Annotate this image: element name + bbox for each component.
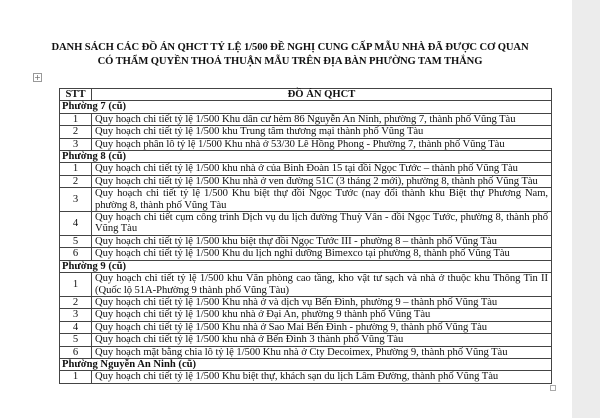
table-row: 3 Quy hoạch chi tiết tỷ lệ 1/500 khu nhà …	[59, 308, 552, 322]
row-stt: 2	[59, 125, 92, 139]
table-header-row: STT ĐỒ ÁN QHCT	[59, 87, 552, 102]
row-project: Quy hoạch mặt bằng chia lô tỷ lệ 1/500 K…	[91, 345, 552, 359]
table-row: 2 Quy hoạch chi tiết tỷ lệ 1/500 Khu nhà …	[59, 295, 552, 310]
row-project: Quy hoạch chi tiết tỷ lệ 1/500 khu Văn p…	[91, 272, 552, 297]
table-row: 5 Quy hoạch chi tiết tỷ lệ 1/500 khu biệt…	[59, 234, 552, 249]
row-project: Quy hoạch chi tiết tỷ lệ 1/500 khu nhà ở…	[91, 333, 552, 347]
table-row: 1 Quy hoạch chi tiết tỷ lệ 1/500 Khu dân …	[59, 112, 552, 127]
title-line-2: CÓ THẨM QUYỀN THOẢ THUẬN MẪU TRÊN ĐỊA BÀ…	[97, 56, 483, 67]
title-line-1: DANH SÁCH CÁC ĐỒ ÁN QHCT TỶ LỆ 1/500 ĐỀ …	[51, 42, 529, 53]
table-row: 2 Quy hoạch chi tiết tỷ lệ 1/500 Khu nhà …	[59, 174, 552, 189]
table-resize-handle[interactable]	[550, 385, 556, 391]
header-stt: STT	[59, 87, 92, 102]
row-stt: 1	[59, 370, 92, 384]
table-row: 2 Quy hoạch chi tiết tỷ lệ 1/500 khu Trun…	[59, 125, 552, 139]
group-row: Phường 9 (cũ)	[59, 259, 552, 274]
row-stt: 5	[59, 333, 92, 347]
table-row: 6 Quy hoạch chi tiết tỷ lệ 1/500 Khu du l…	[59, 247, 552, 261]
table-row: 4 Quy hoạch chi tiết cụm công trình Dịch …	[59, 211, 552, 236]
group-name: Phường 8 (cũ)	[59, 150, 552, 164]
group-name: Phường 9 (cũ)	[59, 259, 552, 274]
table-row: 1 Quy hoạch chi tiết tỷ lệ 1/500 khu nhà …	[59, 162, 552, 176]
group-name: Phường 7 (cũ)	[59, 100, 552, 114]
table-row: 3 Quy hoạch chi tiết tỷ lệ 1/500 Khu biệt…	[59, 187, 552, 213]
row-stt: 3	[59, 187, 92, 213]
row-project: Quy hoạch chi tiết tỷ lệ 1/500 Khu biệt …	[91, 370, 552, 384]
document-title: DANH SÁCH CÁC ĐỒ ÁN QHCT TỶ LỆ 1/500 ĐỀ …	[20, 41, 560, 69]
table-row: 6 Quy hoạch mặt bằng chia lô tỷ lệ 1/500 …	[59, 345, 552, 359]
row-stt: 3	[59, 308, 92, 322]
row-stt: 2	[59, 295, 92, 310]
side-panel	[572, 0, 600, 418]
group-row: Phường Nguyễn An Ninh (cũ)	[59, 357, 552, 372]
row-project: Quy hoạch chi tiết tỷ lệ 1/500 Khu nhà ở…	[91, 295, 552, 310]
header-project: ĐỒ ÁN QHCT	[91, 87, 552, 102]
row-project: Quy hoạch chi tiết tỷ lệ 1/500 khu nhà ở…	[91, 308, 552, 322]
table-row: 1 Quy hoạch chi tiết tỷ lệ 1/500 Khu biệt…	[59, 370, 552, 384]
table-row: 4 Quy hoạch chi tiết tỷ lệ 1/500 Khu nhà …	[59, 320, 552, 335]
table-row: 5 Quy hoạch chi tiết tỷ lệ 1/500 khu nhà …	[59, 333, 552, 347]
document-page: DANH SÁCH CÁC ĐỒ ÁN QHCT TỶ LỆ 1/500 ĐỀ …	[20, 41, 560, 391]
row-stt: 1	[59, 162, 92, 176]
group-row: Phường 8 (cũ)	[59, 150, 552, 164]
row-stt: 1	[59, 272, 92, 297]
row-stt: 6	[59, 345, 92, 359]
table-row: 1 Quy hoạch chi tiết tỷ lệ 1/500 khu Văn …	[59, 272, 552, 297]
row-project: Quy hoạch chi tiết tỷ lệ 1/500 khu Trung…	[91, 125, 552, 139]
row-stt: 4	[59, 211, 92, 236]
row-project: Quy hoạch chi tiết tỷ lệ 1/500 Khu du lị…	[91, 247, 552, 261]
projects-table: STT ĐỒ ÁN QHCT Phường 7 (cũ) 1 Quy hoạch c…	[59, 87, 552, 384]
table-row: 3 Quy hoạch phân lô tỷ lệ 1/500 Khu nhà ở…	[59, 137, 552, 152]
row-project: Quy hoạch chi tiết tỷ lệ 1/500 khu biệt …	[91, 234, 552, 249]
row-stt: 1	[59, 112, 92, 127]
group-row: Phường 7 (cũ)	[59, 100, 552, 114]
row-project: Quy hoạch chi tiết tỷ lệ 1/500 Khu nhà ở…	[91, 174, 552, 189]
table-move-handle-icon[interactable]: +	[33, 73, 42, 82]
row-project: Quy hoạch phân lô tỷ lệ 1/500 Khu nhà ở …	[91, 137, 552, 152]
row-stt: 3	[59, 137, 92, 152]
row-project: Quy hoạch chi tiết tỷ lệ 1/500 Khu dân c…	[91, 112, 552, 127]
group-name: Phường Nguyễn An Ninh (cũ)	[59, 357, 552, 372]
row-stt: 6	[59, 247, 92, 261]
row-stt: 4	[59, 320, 92, 335]
row-project: Quy hoạch chi tiết cụm công trình Dịch v…	[91, 211, 552, 236]
row-project: Quy hoạch chi tiết tỷ lệ 1/500 Khu nhà ở…	[91, 320, 552, 335]
row-stt: 5	[59, 234, 92, 249]
row-project: Quy hoạch chi tiết tỷ lệ 1/500 Khu biệt …	[91, 187, 552, 213]
row-project: Quy hoạch chi tiết tỷ lệ 1/500 khu nhà ở…	[91, 162, 552, 176]
row-stt: 2	[59, 174, 92, 189]
